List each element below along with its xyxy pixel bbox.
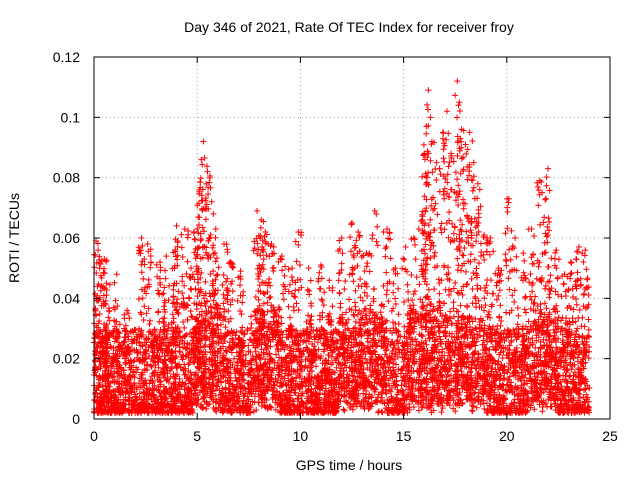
data-point	[341, 356, 348, 363]
data-point	[201, 343, 208, 350]
data-point	[276, 383, 283, 390]
data-point	[232, 332, 239, 339]
data-point	[511, 396, 518, 403]
data-point	[453, 343, 460, 350]
data-point	[484, 370, 491, 377]
data-point	[394, 337, 401, 344]
data-point	[241, 331, 248, 338]
data-point	[248, 313, 255, 320]
data-point	[499, 355, 506, 362]
data-point	[214, 383, 221, 390]
data-point	[400, 373, 407, 380]
chart-title: Day 346 of 2021, Rate Of TEC Index for r…	[184, 19, 514, 35]
data-point	[214, 378, 221, 385]
data-point	[531, 318, 538, 325]
data-point	[241, 377, 248, 384]
data-point	[568, 366, 575, 373]
data-point	[273, 342, 280, 349]
data-point	[554, 365, 561, 372]
data-point	[501, 337, 508, 344]
data-point	[258, 402, 265, 409]
data-point	[340, 406, 347, 413]
data-point	[351, 312, 358, 319]
data-point	[438, 409, 445, 416]
data-point	[375, 408, 382, 415]
data-point	[472, 397, 479, 404]
data-point	[233, 328, 240, 335]
data-point	[364, 335, 371, 342]
data-point	[180, 344, 187, 351]
data-point	[585, 326, 592, 333]
data-point	[182, 371, 189, 378]
data-point	[470, 403, 477, 410]
data-point	[212, 392, 219, 399]
data-point	[367, 356, 374, 363]
data-point	[215, 339, 222, 346]
data-point	[341, 407, 348, 414]
data-point	[566, 373, 573, 380]
data-point	[410, 302, 417, 309]
data-point	[437, 310, 444, 317]
data-point	[356, 320, 363, 327]
data-point	[240, 376, 247, 383]
data-point	[172, 360, 179, 367]
data-point	[468, 407, 475, 414]
data-point	[398, 382, 405, 389]
data-point	[580, 386, 587, 393]
data-point	[352, 318, 359, 325]
scatter-points	[91, 78, 593, 416]
data-point	[469, 408, 476, 415]
data-point	[186, 330, 193, 337]
data-point	[378, 302, 385, 309]
data-point	[539, 408, 546, 415]
data-point	[415, 407, 422, 414]
data-point	[453, 308, 460, 315]
data-point	[473, 404, 480, 411]
data-point	[520, 332, 527, 339]
data-point	[161, 353, 168, 360]
data-point	[472, 342, 479, 349]
data-point	[424, 370, 431, 377]
data-point	[481, 307, 488, 314]
data-point	[537, 306, 544, 313]
data-point	[547, 364, 554, 371]
data-point	[397, 370, 404, 377]
data-point	[165, 409, 172, 416]
data-point	[378, 408, 385, 415]
grid-lines	[94, 57, 610, 419]
data-point	[379, 394, 386, 401]
data-point	[255, 391, 262, 398]
data-point	[176, 349, 183, 356]
data-point	[504, 369, 511, 376]
data-point	[479, 341, 486, 348]
data-point	[307, 329, 314, 336]
